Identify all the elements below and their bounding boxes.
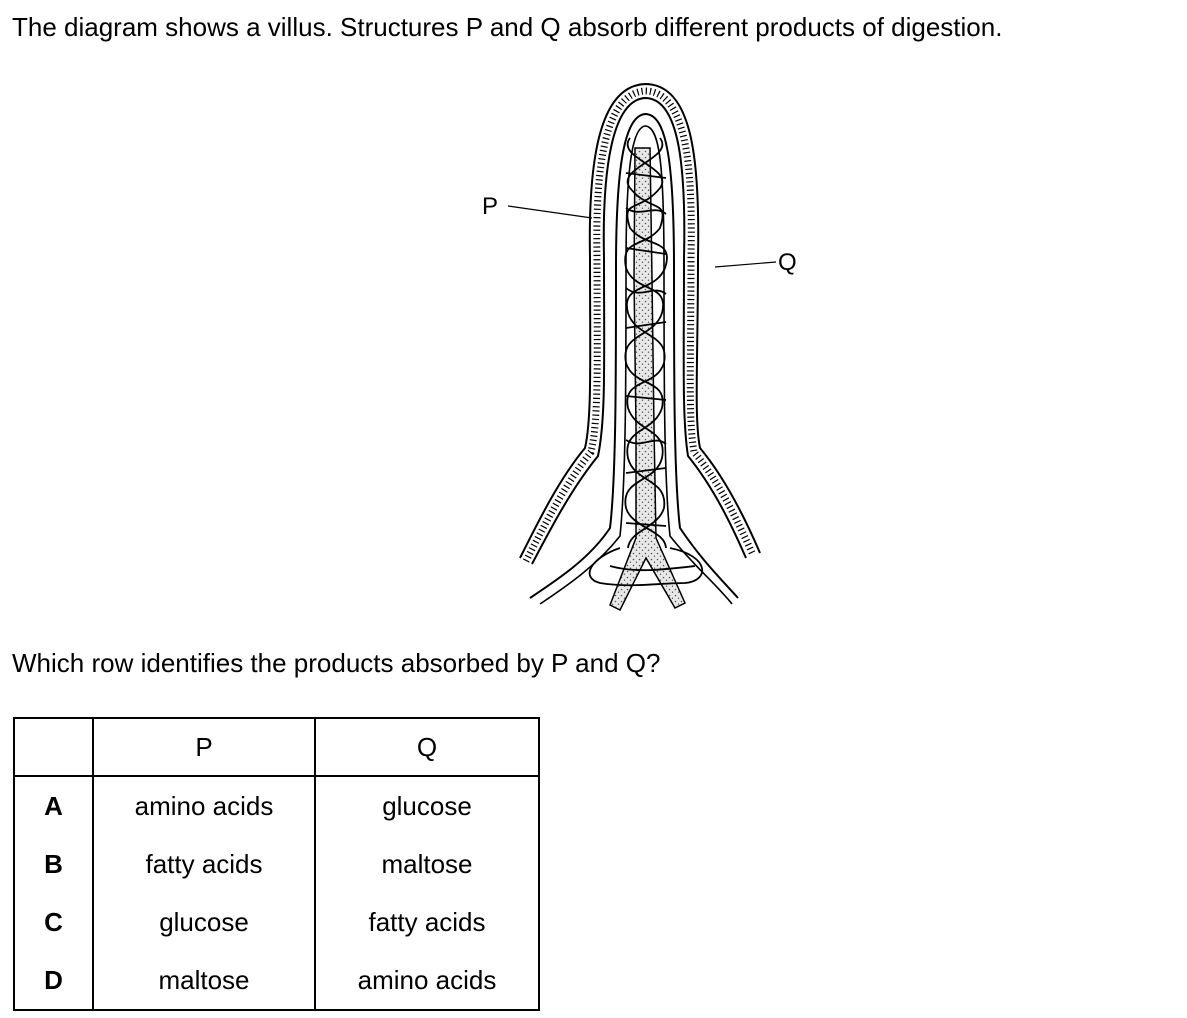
row-key: A: [14, 776, 94, 835]
epithelium-wall: [519, 82, 761, 565]
row-p: amino acids: [93, 776, 316, 835]
table-header-row: P Q: [14, 718, 539, 777]
row-p: maltose: [93, 951, 316, 1010]
header-p: P: [93, 718, 316, 777]
row-key: D: [14, 951, 94, 1010]
villus-diagram: P Q: [482, 82, 797, 612]
table-row: A amino acids glucose: [14, 776, 539, 835]
inner-wall: [529, 112, 739, 605]
capillary-network: [588, 137, 703, 587]
label-line-q: [714, 261, 777, 268]
answer-table: P Q A amino acids glucose B fatty acids …: [13, 717, 540, 1011]
intro-text: The diagram shows a villus. Structures P…: [12, 12, 1003, 42]
row-q: fatty acids: [368, 906, 486, 937]
header-key: [14, 718, 94, 777]
question-text: Which row identifies the products absorb…: [12, 648, 661, 678]
table-row: B fatty acids maltose: [14, 835, 539, 893]
label-q: Q: [778, 249, 797, 276]
row-p: fatty acids: [93, 835, 316, 893]
row-q: glucose: [382, 790, 472, 821]
row-key: C: [14, 893, 94, 951]
table-row: D maltose amino acids: [14, 951, 539, 1010]
row-q: maltose: [381, 848, 473, 879]
row-q: amino acids: [357, 964, 497, 995]
label-p: P: [482, 193, 498, 220]
label-line-p: [507, 205, 593, 219]
table-row: C glucose fatty acids: [14, 893, 539, 951]
row-p: glucose: [93, 893, 316, 951]
row-key: B: [14, 835, 94, 893]
header-q: Q: [315, 718, 539, 777]
lacteal: [609, 147, 686, 612]
